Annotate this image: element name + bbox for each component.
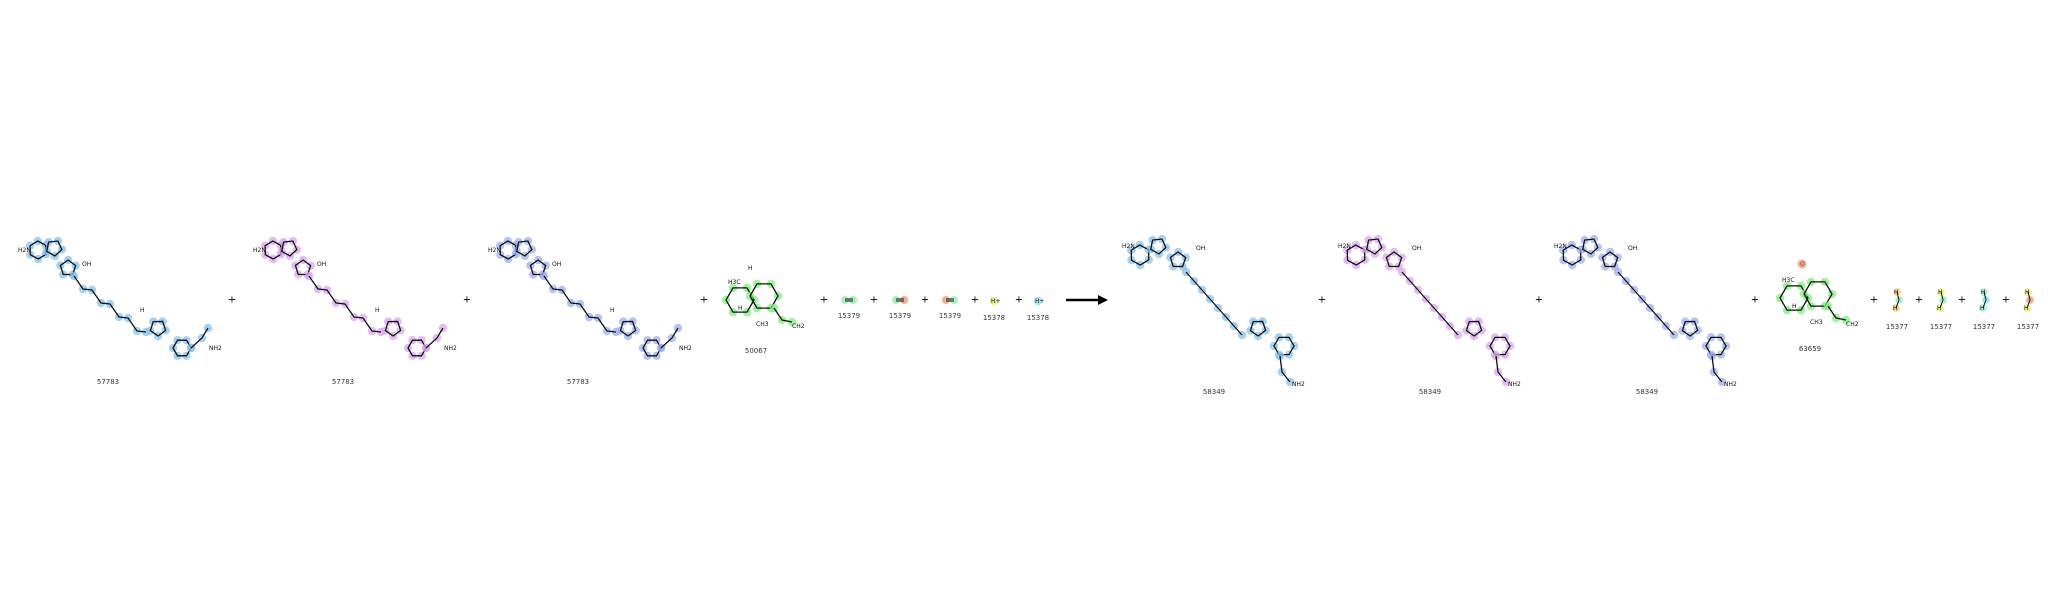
atom-label: OH [1412,245,1421,252]
atom-label: O [1800,261,1805,268]
atom-label: H2N [1122,243,1135,250]
reactant-4-id: 50067 [744,347,768,355]
product-2-id: 58349 [1418,388,1442,396]
molecule-15379-c [942,296,958,304]
reactant-7-id: 15379 [938,312,962,320]
molecule-15378-a: H+ [989,296,1001,306]
atom-label: CH3 [756,321,769,328]
reaction-arrow [1066,295,1108,305]
atom-label: OH [1628,245,1637,252]
plus-sign: + [462,294,472,306]
molecule-63659: H3C CH3 CH2 H O [1775,259,1859,328]
atom-label: OH [1196,245,1205,252]
reactant-6-id: 15379 [888,312,912,320]
molecule-15379-a [841,296,857,304]
molecule-15378-b: H+ [1033,296,1045,306]
atom-label: H2N [1338,243,1351,250]
plus-sign: + [1534,294,1544,306]
atom-label: H2N [1554,243,1567,250]
atom-label: H+ [1035,298,1045,305]
atom-label: H [140,307,145,314]
product-7-id: 15377 [1972,323,1996,331]
atom-label: H [738,305,743,312]
plus-sign: + [1317,294,1327,306]
atom-label: H [375,307,380,314]
atom-label: H2N [488,247,501,254]
reactant-5-id: 15379 [837,312,861,320]
molecule-15377-b: HH [1936,288,1947,312]
plus-sign: + [1869,294,1879,306]
product-5-id: 15377 [1885,323,1909,331]
atom-label: H3C [1782,277,1795,284]
atom-label: H+ [991,298,1001,305]
atom-label: OH [317,261,326,268]
atom-label: NH2 [1508,381,1521,388]
atom-label: H3C [728,279,741,286]
plus-sign: + [2001,294,2011,306]
product-6-id: 15377 [1929,323,1953,331]
molecule-15379-b [892,296,908,304]
atom-label: H [1893,305,1898,312]
product-4-id: 63659 [1798,345,1822,353]
reactant-3-id: 57783 [566,378,590,386]
plus-sign: + [819,294,829,306]
molecule-50067: H3C CH3 CH2 H H [721,265,805,330]
atom-label: NH2 [1292,381,1305,388]
molecule-15377-d: HH [2023,288,2034,312]
plus-sign: + [1914,294,1924,306]
plus-sign: + [1750,294,1760,306]
atom-label: NH2 [1724,381,1737,388]
plus-sign: + [869,294,879,306]
molecule-58349-a: H2N NH2 OH [1122,234,1305,388]
atom-label: H [1894,289,1899,296]
atom-label: H [610,307,615,314]
molecule-15377-a: HH [1892,288,1903,312]
plus-sign: + [1957,294,1967,306]
molecule-58349-c: H2N NH2 OH [1554,234,1737,388]
molecule-57783-c: H2N NH2 OH H [488,236,692,360]
atom-label: NH2 [209,345,222,352]
atom-label: H [1980,305,1985,312]
product-8-id: 15377 [2016,323,2040,331]
plus-sign: + [699,294,709,306]
molecule-57783-a: H2N NH2 OH H [18,236,222,360]
molecule-57783-b: H2N NH2 OH H [253,236,457,360]
atom-label: H [2025,289,2030,296]
atom-label: CH2 [1846,321,1859,328]
atom-label: OH [82,261,91,268]
plus-sign: + [920,294,930,306]
reactant-8-id: 15378 [982,314,1006,322]
reactant-2-id: 57783 [331,378,355,386]
molecule-58349-b: H2N NH2 OH [1338,234,1521,388]
molecule-15377-c: HH [1979,288,1990,312]
atom-label: OH [552,261,561,268]
reactant-9-id: 15378 [1026,314,1050,322]
atom-label: NH2 [679,345,692,352]
product-1-id: 58349 [1202,388,1226,396]
plus-sign: + [227,294,237,306]
atom-label: H2N [18,247,31,254]
atom-label: H [2024,305,2029,312]
product-3-id: 58349 [1635,388,1659,396]
atom-label: CH3 [1810,319,1823,326]
atom-label: H2N [253,247,266,254]
atom-label: H [1937,305,1942,312]
plus-sign: + [970,294,980,306]
atom-label: H [1792,303,1797,310]
atom-label: NH2 [444,345,457,352]
atom-label: H [1981,289,1986,296]
atom-label: H [1938,289,1943,296]
reactant-1-id: 57783 [96,378,120,386]
atom-label: H [748,265,753,272]
plus-sign: + [1014,294,1024,306]
atom-label: CH2 [792,323,805,330]
